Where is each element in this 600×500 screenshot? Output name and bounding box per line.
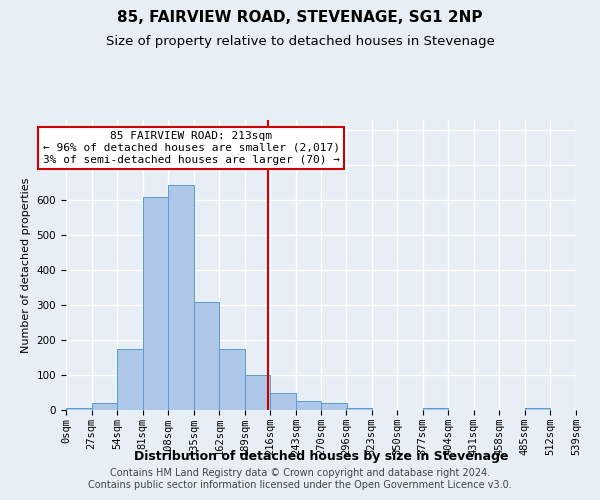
Text: 85 FAIRVIEW ROAD: 213sqm
← 96% of detached houses are smaller (2,017)
3% of semi: 85 FAIRVIEW ROAD: 213sqm ← 96% of detach… xyxy=(43,132,340,164)
Bar xyxy=(168,184,194,410)
Bar xyxy=(66,408,92,410)
Text: Size of property relative to detached houses in Stevenage: Size of property relative to detached ho… xyxy=(106,35,494,48)
Bar xyxy=(423,408,448,410)
Bar xyxy=(525,408,550,410)
Bar xyxy=(117,349,143,410)
Bar xyxy=(194,302,219,410)
Bar xyxy=(92,403,117,410)
Bar xyxy=(296,402,322,410)
Bar xyxy=(271,392,296,410)
Bar xyxy=(143,197,168,410)
Text: Distribution of detached houses by size in Stevenage: Distribution of detached houses by size … xyxy=(134,450,508,463)
Bar xyxy=(245,375,271,410)
Bar xyxy=(322,403,347,410)
Y-axis label: Number of detached properties: Number of detached properties xyxy=(21,178,31,352)
Bar xyxy=(219,349,245,410)
Text: Contains HM Land Registry data © Crown copyright and database right 2024.
Contai: Contains HM Land Registry data © Crown c… xyxy=(88,468,512,490)
Bar xyxy=(346,408,371,410)
Text: 85, FAIRVIEW ROAD, STEVENAGE, SG1 2NP: 85, FAIRVIEW ROAD, STEVENAGE, SG1 2NP xyxy=(117,10,483,25)
